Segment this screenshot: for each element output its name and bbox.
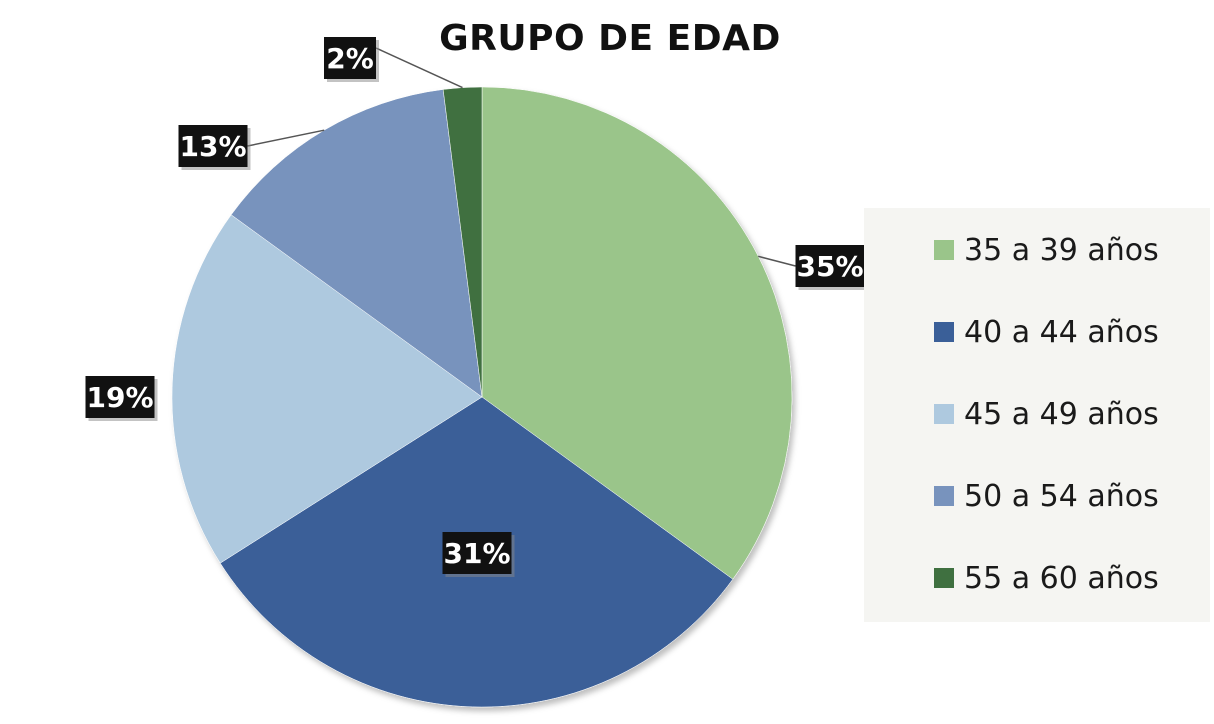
pie-slices bbox=[171, 86, 793, 708]
data-label-4: 13% bbox=[178, 125, 251, 170]
legend-item-4: 50 a 54 años bbox=[934, 476, 1159, 516]
svg-text:35%: 35% bbox=[796, 250, 863, 283]
svg-text:31%: 31% bbox=[443, 537, 510, 570]
legend-item-2: 40 a 44 años bbox=[934, 312, 1159, 352]
pie-slice-1 bbox=[481, 86, 793, 580]
svg-text:19%: 19% bbox=[86, 381, 153, 414]
data-label-2: 31% bbox=[442, 532, 515, 577]
legend-label: 35 a 39 años bbox=[964, 232, 1159, 268]
pie-slice-5 bbox=[442, 86, 483, 398]
chart-title: GRUPO DE EDAD bbox=[439, 18, 781, 59]
data-label-5: 2% bbox=[324, 37, 379, 82]
legend-item-3: 45 a 49 años bbox=[934, 394, 1159, 434]
leader-lines bbox=[247, 47, 796, 267]
legend-swatch bbox=[934, 240, 954, 260]
legend-label: 50 a 54 años bbox=[964, 478, 1159, 514]
legend-label: 45 a 49 años bbox=[964, 396, 1159, 432]
legend-swatch bbox=[934, 568, 954, 588]
legend: 35 a 39 años 40 a 44 años 45 a 49 años 50 a… bbox=[864, 208, 1210, 622]
legend-item-5: 55 a 60 años bbox=[934, 558, 1159, 598]
data-labels: 35% 31% 19% 13% 2% bbox=[85, 37, 868, 577]
leader-line-1 bbox=[758, 255, 796, 267]
legend-item-1: 35 a 39 años bbox=[934, 230, 1159, 270]
data-label-1: 35% bbox=[795, 245, 868, 290]
svg-text:13%: 13% bbox=[179, 130, 246, 163]
legend-label: 55 a 60 años bbox=[964, 560, 1159, 596]
legend-swatch bbox=[934, 322, 954, 342]
data-label-3: 19% bbox=[85, 376, 158, 421]
legend-label: 40 a 44 años bbox=[964, 314, 1159, 350]
leader-line-4 bbox=[247, 129, 325, 147]
legend-swatch bbox=[934, 486, 954, 506]
leader-line-5 bbox=[375, 47, 463, 89]
svg-text:2%: 2% bbox=[326, 42, 374, 75]
pie-slice-4 bbox=[230, 89, 483, 398]
legend-swatch bbox=[934, 404, 954, 424]
pie-slice-3 bbox=[171, 214, 483, 564]
